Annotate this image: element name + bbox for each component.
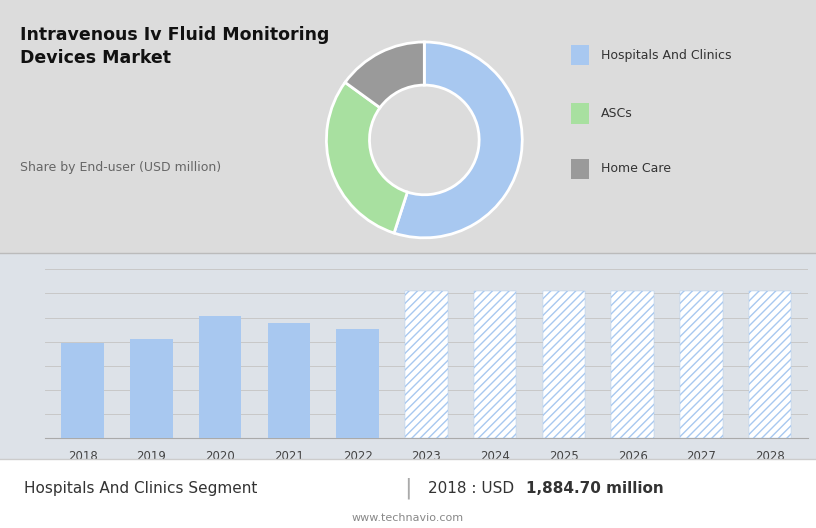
- Bar: [336, 329, 379, 438]
- Text: |: |: [404, 478, 412, 499]
- Bar: [474, 291, 517, 438]
- Bar: [61, 343, 104, 438]
- Bar: [405, 291, 448, 438]
- Text: 2018 : USD: 2018 : USD: [428, 481, 520, 496]
- Bar: [680, 291, 723, 438]
- Text: ASCs: ASCs: [601, 107, 633, 120]
- Bar: [405, 291, 448, 438]
- Text: 1,884.70 million: 1,884.70 million: [526, 481, 664, 496]
- Bar: [749, 291, 792, 438]
- Bar: [611, 291, 654, 438]
- Text: Hospitals And Clinics: Hospitals And Clinics: [601, 49, 732, 62]
- Bar: [268, 323, 310, 438]
- Bar: [543, 291, 585, 438]
- Text: Home Care: Home Care: [601, 163, 672, 175]
- Bar: [543, 291, 585, 438]
- Wedge shape: [394, 42, 522, 238]
- Bar: [199, 316, 242, 438]
- Bar: [680, 291, 723, 438]
- Text: Intravenous Iv Fluid Monitoring
Devices Market: Intravenous Iv Fluid Monitoring Devices …: [20, 26, 330, 67]
- Text: www.technavio.com: www.technavio.com: [352, 514, 464, 523]
- Text: Share by End-user (USD million): Share by End-user (USD million): [20, 161, 221, 174]
- Bar: [611, 291, 654, 438]
- Text: Hospitals And Clinics Segment: Hospitals And Clinics Segment: [24, 481, 258, 496]
- Bar: [130, 340, 173, 438]
- Wedge shape: [345, 42, 424, 108]
- Bar: [474, 291, 517, 438]
- Wedge shape: [326, 82, 407, 233]
- Bar: [749, 291, 792, 438]
